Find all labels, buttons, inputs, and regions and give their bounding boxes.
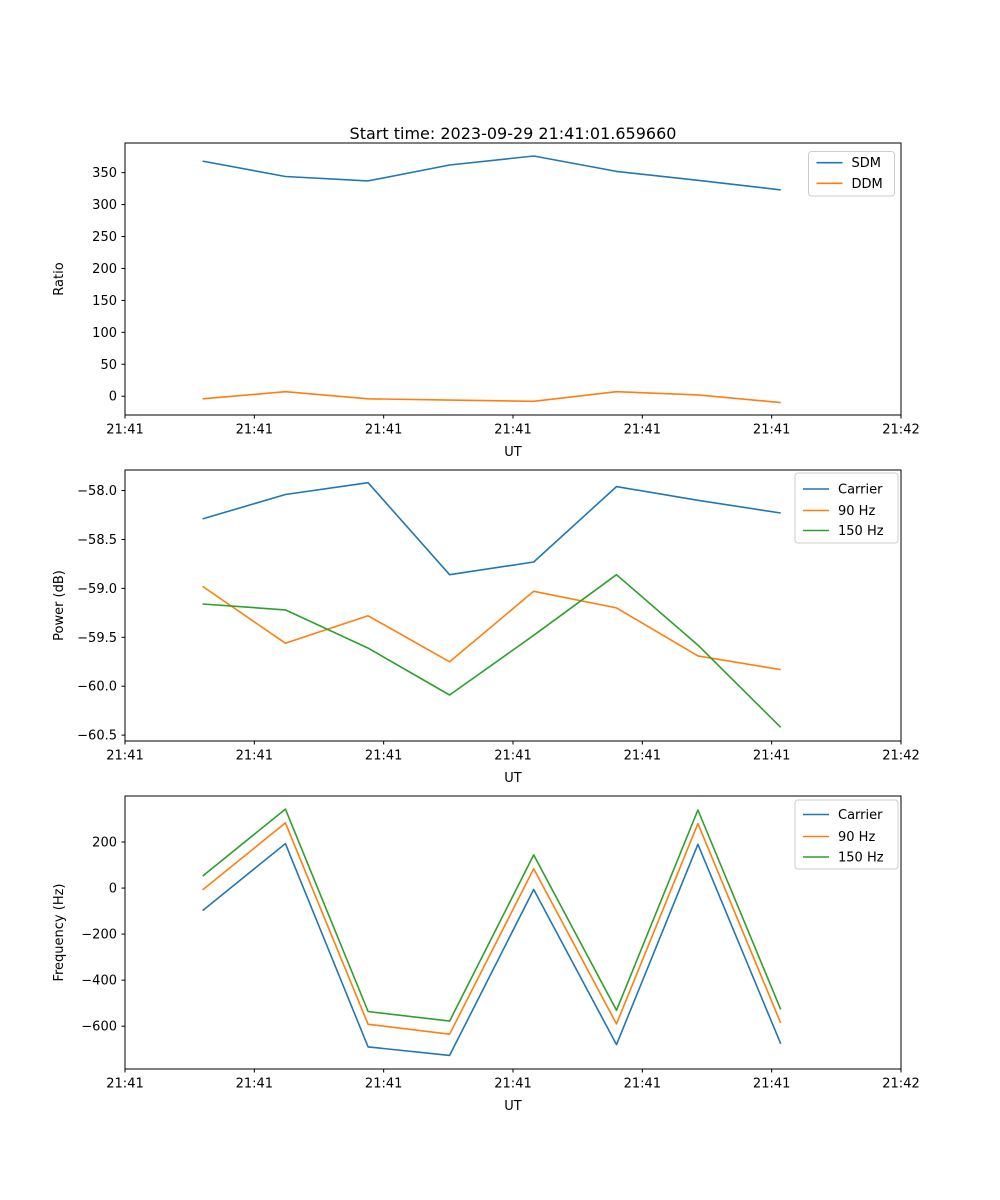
y-axis-label: Ratio <box>52 262 67 295</box>
x-tick-label: 21:41 <box>494 423 531 438</box>
subplot-power-db: 21:41 21:41 21:41 21:41 21:41 21:41 21:42 −58.0… <box>52 469 920 786</box>
x-tick-label: 21:41 <box>106 749 143 764</box>
series-line-sdm <box>202 155 781 191</box>
y-tick-label: 200 <box>92 262 117 277</box>
y-tick-label: 250 <box>92 230 117 245</box>
x-tick-label: 21:42 <box>882 423 919 438</box>
x-tick-label: 21:41 <box>236 423 273 438</box>
x-tick-label: 21:41 <box>624 423 661 438</box>
x-tick-label: 21:41 <box>106 1077 143 1092</box>
x-tick-label: 21:41 <box>365 749 402 764</box>
series-line-ddm <box>202 390 781 404</box>
subplot-ratio: 21:41 21:41 21:41 21:41 21:41 21:41 21:42 0 50 10… <box>52 142 920 460</box>
x-tick-label: 21:41 <box>494 1077 531 1092</box>
legend: Carrier 90 Hz 150 Hz <box>794 799 899 870</box>
plot-border <box>124 795 902 1070</box>
y-axis-label: Frequency (Hz) <box>52 883 67 981</box>
legend-label-carrier: Carrier <box>838 808 883 823</box>
series-line-150-hz <box>202 573 782 728</box>
legend-box <box>794 799 899 870</box>
x-tick-label: 21:41 <box>624 1077 661 1092</box>
legend-label-sdm: SDM <box>852 156 881 171</box>
y-tick-label: 0 <box>109 882 117 897</box>
x-tick-label: 21:42 <box>882 1077 919 1092</box>
x-tick-label: 21:42 <box>882 749 919 764</box>
legend-label-90-hz: 90 Hz <box>838 830 875 845</box>
y-tick-label: 300 <box>92 198 117 213</box>
x-tick-label: 21:41 <box>236 1077 273 1092</box>
y-tick-label: −58.0 <box>77 484 117 499</box>
legend: SDM DDM <box>808 151 895 197</box>
plot-border <box>124 142 902 416</box>
figure-title: Start time: 2023-09-29 21:41:01.659660 <box>349 124 677 143</box>
legend: Carrier 90 Hz 150 Hz <box>794 472 899 544</box>
y-tick-label: −600 <box>81 1020 117 1035</box>
x-tick-label: 21:41 <box>365 1077 402 1092</box>
x-tick-label: 21:41 <box>753 749 790 764</box>
y-tick-label: 100 <box>92 326 117 341</box>
subplot-frequency-hz: 21:41 21:41 21:41 21:41 21:41 21:41 21:42 200 0 −… <box>52 795 920 1114</box>
x-tick-label: 21:41 <box>494 749 531 764</box>
y-tick-label: −60.0 <box>77 680 117 695</box>
x-tick-label: 21:41 <box>365 423 402 438</box>
legend-label-150-hz: 150 Hz <box>838 851 884 866</box>
x-tick-label: 21:41 <box>624 749 661 764</box>
y-tick-label: −59.5 <box>77 631 117 646</box>
y-axis-label: Power (dB) <box>52 570 67 641</box>
y-tick-label: 0 <box>109 390 117 405</box>
x-tick-label: 21:41 <box>236 749 273 764</box>
legend-box <box>794 472 899 544</box>
legend-label-90-hz: 90 Hz <box>838 504 875 519</box>
series-line-90-hz <box>202 585 781 671</box>
y-tick-label: 150 <box>92 294 117 309</box>
x-tick-label: 21:41 <box>753 423 790 438</box>
y-tick-label: −60.5 <box>77 729 117 744</box>
legend-label-carrier: Carrier <box>838 483 883 498</box>
y-tick-label: −58.5 <box>77 533 117 548</box>
x-axis-label: UT <box>504 445 522 460</box>
series-line-90-hz <box>202 822 782 1035</box>
y-tick-label: −200 <box>81 928 117 943</box>
y-tick-label: 50 <box>100 358 117 373</box>
y-tick-label: −59.0 <box>77 582 117 597</box>
x-tick-label: 21:41 <box>106 423 143 438</box>
y-tick-label: 200 <box>92 836 117 851</box>
series-line-carrier <box>202 842 782 1057</box>
x-tick-label: 21:41 <box>753 1077 790 1092</box>
legend-label-ddm: DDM <box>852 177 883 192</box>
y-tick-label: −400 <box>81 974 117 989</box>
x-axis-label: UT <box>504 771 522 786</box>
series-line-150-hz <box>202 808 782 1022</box>
y-tick-label: 350 <box>92 166 117 181</box>
legend-label-150-hz: 150 Hz <box>838 524 884 539</box>
series-line-carrier <box>202 481 781 576</box>
plot-border <box>124 469 902 742</box>
x-axis-label: UT <box>504 1099 522 1114</box>
